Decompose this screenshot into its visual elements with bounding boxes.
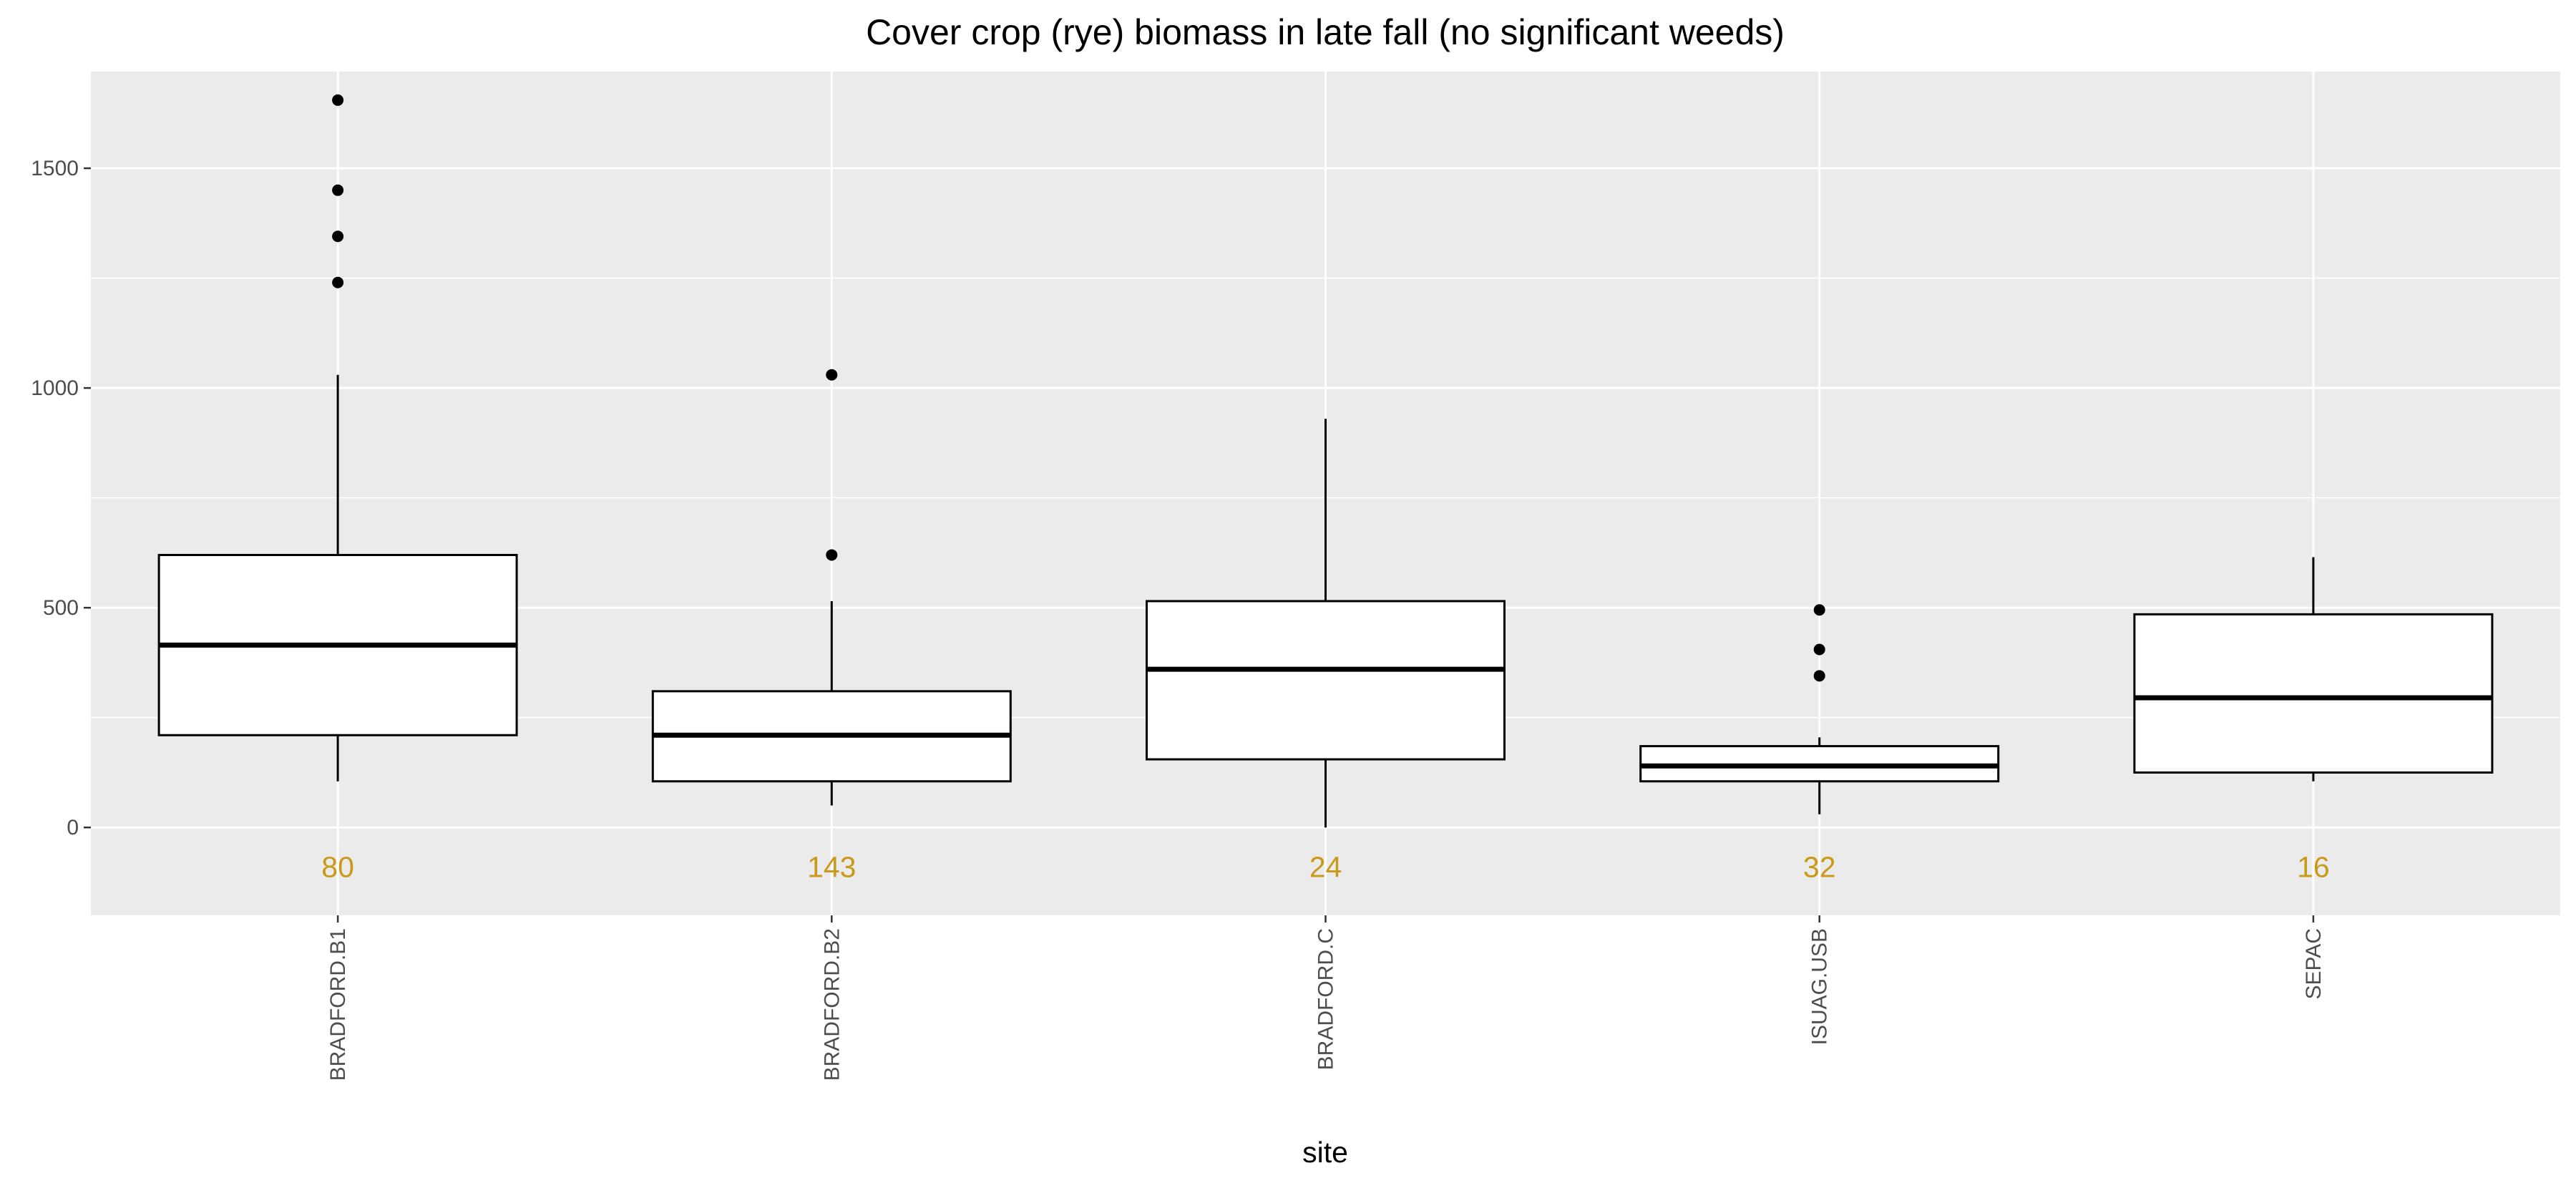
count-label: 143 (807, 850, 856, 883)
box-iqr (1146, 600, 1506, 761)
axis-layer: 0 500 1000 1500 BRADFORD.B1 BRADFORD.B2 BRADFO… (31, 157, 2326, 1081)
outlier-point (332, 184, 344, 196)
outlier-point (332, 276, 344, 288)
y-tick-label: 0 (67, 816, 79, 839)
box-bradford-b1: 80 (157, 94, 518, 883)
outlier-point (1813, 643, 1825, 656)
count-label: 80 (321, 850, 354, 883)
chart-title: Cover crop (rye) biomass in late fall (n… (866, 12, 1785, 52)
box-bradford-c: 24 (1146, 419, 1506, 883)
box-sepac: 16 (2133, 557, 2494, 883)
outlier-point (826, 369, 838, 381)
count-label: 16 (2297, 850, 2330, 883)
x-tick-label: BRADFORD.C (1314, 928, 1338, 1070)
x-tick-label: BRADFORD.B1 (326, 928, 350, 1081)
count-label: 32 (1803, 850, 1836, 883)
y-tick-label: 500 (43, 596, 79, 620)
outlier-point (1813, 670, 1825, 682)
x-tick-label: ISUAG.USB (1808, 928, 1832, 1045)
y-tick-label: 1000 (31, 376, 79, 400)
data-layer: 80 143 24 32 16 (157, 94, 2494, 883)
box-isuag-usb: 32 (1639, 604, 2000, 883)
box-bradford-b2: 143 (651, 369, 1012, 883)
outlier-point (1813, 604, 1825, 616)
y-tick-label: 1500 (31, 157, 79, 180)
box-iqr (2133, 613, 2494, 774)
outlier-point (332, 230, 344, 243)
x-tick-label: BRADFORD.B2 (820, 928, 844, 1081)
x-axis-title: site (1302, 1136, 1348, 1169)
outlier-point (826, 549, 838, 561)
x-tick-label: SEPAC (2302, 928, 2326, 999)
outlier-point (332, 94, 344, 106)
count-label: 24 (1309, 850, 1342, 883)
